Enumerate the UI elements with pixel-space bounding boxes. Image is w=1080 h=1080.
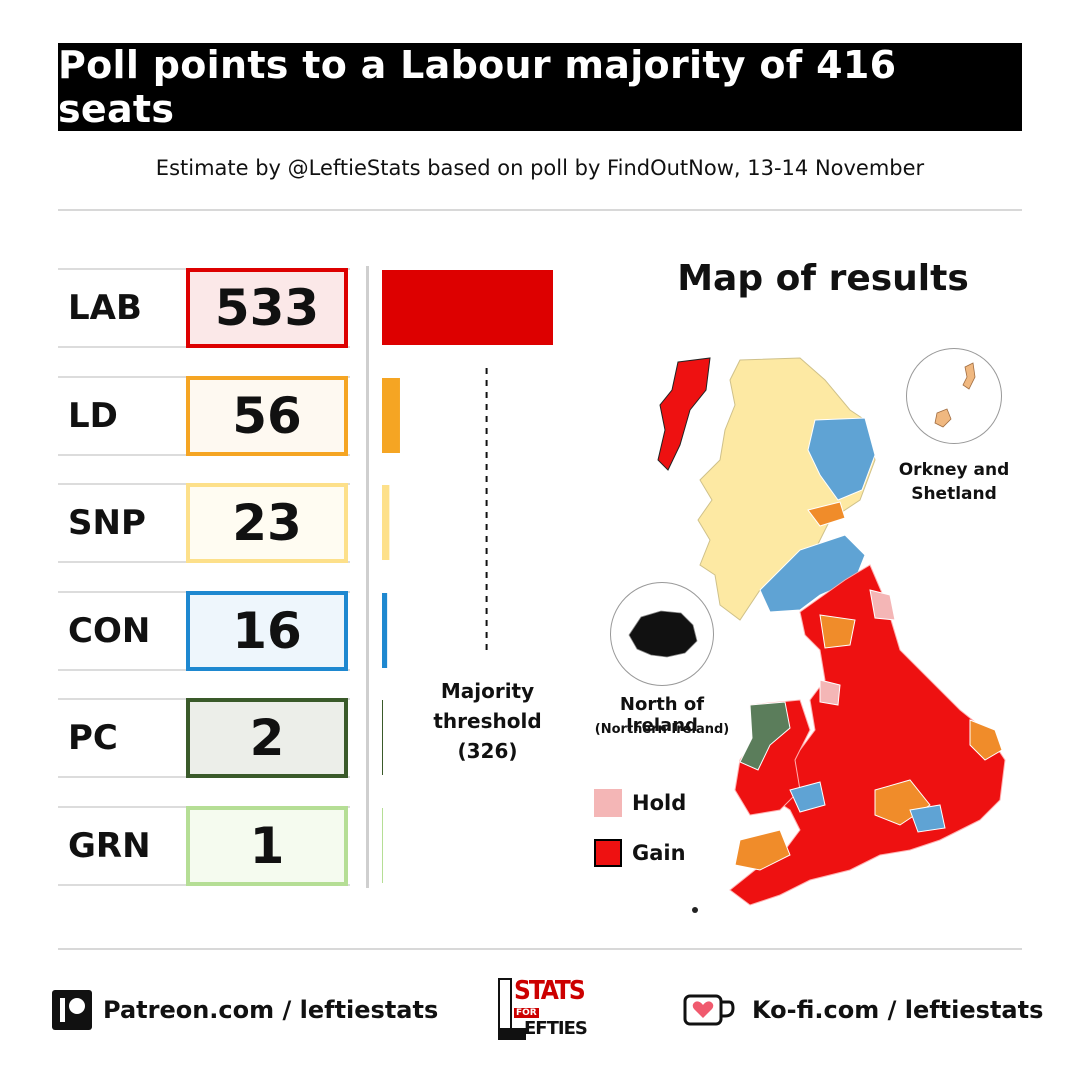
- party-label-snp: SNP: [68, 503, 146, 543]
- top-divider: [58, 209, 1022, 211]
- map-region-hold-2: [819, 679, 841, 706]
- threshold-label: Majority threshold (326): [420, 676, 555, 766]
- logo-lefties-text: EFTIES: [524, 1018, 588, 1039]
- bar-lab: [382, 270, 553, 345]
- chart-title: Poll points to a Labour majority of 416 …: [58, 43, 897, 131]
- party-label-lab: LAB: [68, 288, 142, 328]
- logo-for-text: FOR: [514, 1008, 539, 1018]
- map-title: Map of results: [677, 258, 969, 299]
- threshold-label-line1: Majority: [440, 679, 535, 703]
- northern-ireland-sublabel: (Northern Ireland): [594, 722, 730, 737]
- party-label-grn: GRN: [68, 826, 151, 866]
- map-region-ld-north: [819, 614, 856, 649]
- patreon-icon: [52, 990, 92, 1030]
- legend-item-gain: Gain: [594, 839, 686, 867]
- bar-axis-line: [366, 266, 369, 888]
- seat-count-lab: 533: [186, 268, 348, 348]
- map-region-ld-east: [969, 719, 1003, 761]
- heart-icon: [692, 1001, 714, 1018]
- seat-bar-chart: [382, 270, 553, 883]
- orkney-shetland-inset: [906, 348, 1002, 444]
- bottom-divider: [58, 948, 1022, 950]
- legend-swatch-gain: [594, 839, 622, 867]
- map-region-hold-1: [869, 589, 896, 621]
- legend-label-hold: Hold: [632, 791, 687, 815]
- legend-item-hold: Hold: [594, 789, 686, 817]
- bar-pc: [382, 700, 383, 775]
- map-region-con-england-1: [789, 781, 826, 813]
- party-label-con: CON: [68, 611, 151, 651]
- bar-con: [382, 593, 388, 668]
- stats-for-lefties-logo: STATS FOR EFTIES: [498, 976, 588, 1042]
- bar-grn: [382, 808, 383, 883]
- map-region-northern-ireland: [628, 610, 698, 658]
- legend-swatch-hold: [594, 789, 622, 817]
- party-label-pc: PC: [68, 718, 118, 758]
- map-region-orkney: [934, 408, 952, 428]
- chart-subtitle: Estimate by @LeftieStats based on poll b…: [155, 156, 925, 180]
- northern-ireland-label: North of Ireland: [619, 694, 705, 736]
- orkney-label-line1: Orkney and: [898, 460, 1010, 480]
- title-bar: Poll points to a Labour majority of 416 …: [58, 43, 1022, 131]
- uk-results-map: [657, 357, 1006, 913]
- seat-count-ld: 56: [186, 376, 348, 456]
- logo-stats-text: STATS: [514, 976, 586, 1006]
- threshold-label-line2: threshold: [433, 709, 542, 733]
- map-legend: Hold Gain: [594, 789, 686, 867]
- map-region-fife: [807, 501, 846, 527]
- bar-snp: [382, 485, 390, 560]
- kofi-cup-icon: [683, 994, 735, 1028]
- patreon-link[interactable]: Patreon.com / leftiestats: [103, 996, 439, 1024]
- northern-ireland-inset: [610, 582, 714, 686]
- seat-count-grn: 1: [186, 806, 348, 886]
- map-region-shetland: [962, 362, 976, 390]
- seat-count-pc: 2: [186, 698, 348, 778]
- party-label-ld: LD: [68, 396, 118, 436]
- map-region-ld-southwest: [734, 829, 791, 871]
- orkney-shetland-label: Orkney and Shetland: [892, 458, 1016, 506]
- map-region-pc: [739, 701, 791, 771]
- map-region-ne-scotland: [807, 417, 876, 501]
- map-island: [692, 907, 698, 913]
- map-region-con-england-2: [909, 804, 946, 833]
- legend-label-gain: Gain: [632, 841, 686, 865]
- kofi-link[interactable]: Ko-fi.com / leftiestats: [752, 996, 1044, 1024]
- orkney-label-line2: Shetland: [911, 484, 997, 504]
- map-region-hebrides: [657, 357, 711, 471]
- threshold-label-line3: (326): [457, 739, 518, 763]
- seat-count-snp: 23: [186, 483, 348, 563]
- bar-ld: [382, 378, 400, 453]
- seat-count-con: 16: [186, 591, 348, 671]
